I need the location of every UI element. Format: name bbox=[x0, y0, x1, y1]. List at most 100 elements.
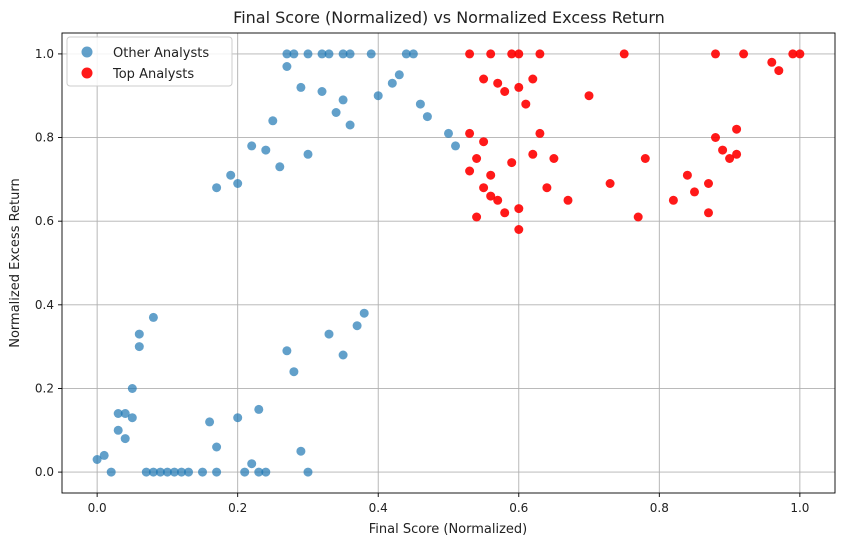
other-analyst-point bbox=[261, 145, 271, 155]
other-analyst-point bbox=[317, 49, 327, 59]
y-axis-label: Normalized Excess Return bbox=[8, 178, 23, 348]
other-analyst-point bbox=[205, 417, 215, 427]
top-analyst-point bbox=[479, 74, 489, 84]
other-analyst-point bbox=[303, 149, 313, 159]
other-analyst-point bbox=[296, 82, 306, 92]
other-analyst-point bbox=[120, 409, 130, 418]
top-analyst-point bbox=[542, 183, 552, 193]
top-analyst-point bbox=[486, 49, 496, 59]
other-analyst-point bbox=[331, 108, 341, 117]
x-tick-label: 0.0 bbox=[88, 501, 107, 515]
other-analyst-point bbox=[99, 450, 109, 460]
other-analyst-point bbox=[282, 346, 292, 356]
top-analyst-point bbox=[584, 91, 594, 101]
y-tick-label: 1.0 bbox=[35, 47, 54, 61]
other-analyst-point bbox=[324, 329, 334, 339]
other-analyst-point bbox=[303, 467, 313, 477]
other-analyst-point bbox=[261, 467, 271, 477]
other-analyst-point bbox=[394, 70, 404, 80]
top-analyst-point bbox=[732, 124, 742, 134]
top-analyst-point bbox=[514, 49, 524, 59]
top-analyst-point bbox=[704, 208, 713, 218]
top-analyst-point bbox=[528, 74, 538, 84]
other-analyst-point bbox=[352, 321, 362, 331]
top-analyst-point bbox=[718, 145, 728, 155]
top-analyst-point bbox=[535, 128, 545, 138]
other-analyst-point bbox=[254, 467, 264, 477]
top-analyst-point bbox=[493, 195, 503, 205]
other-analyst-point bbox=[198, 467, 207, 477]
top-analyst-point bbox=[704, 179, 713, 188]
top-analyst-point bbox=[774, 66, 784, 76]
chart-title: Final Score (Normalized) vs Normalized E… bbox=[233, 8, 665, 27]
other-analyst-point bbox=[324, 49, 334, 59]
other-analyst-point bbox=[240, 467, 250, 477]
top-analyst-point bbox=[486, 170, 496, 180]
top-analyst-point bbox=[465, 49, 475, 59]
other-analyst-point bbox=[296, 446, 306, 456]
x-tick-label: 1.0 bbox=[790, 501, 809, 515]
legend-label-other-analysts: Other Analysts bbox=[113, 46, 209, 61]
other-analyst-point bbox=[148, 467, 158, 477]
y-tick-label: 0.8 bbox=[35, 131, 54, 145]
other-analyst-point bbox=[359, 308, 369, 318]
x-axis-label: Final Score (Normalized) bbox=[369, 522, 528, 537]
x-tick-label: 0.4 bbox=[369, 501, 388, 515]
other-analyst-point bbox=[106, 467, 116, 477]
top-analyst-point bbox=[486, 191, 496, 201]
other-analyst-point bbox=[113, 425, 123, 435]
top-analyst-point bbox=[605, 179, 615, 188]
other-analyst-point bbox=[289, 367, 299, 377]
other-analyst-point bbox=[162, 467, 172, 477]
top-analyst-point bbox=[682, 170, 692, 180]
other-analyst-point bbox=[134, 329, 144, 339]
other-analyst-point bbox=[212, 183, 222, 193]
top-analyst-point bbox=[507, 158, 517, 168]
other-analyst-point bbox=[247, 459, 257, 469]
other-analyst-point bbox=[387, 78, 397, 88]
other-analyst-point bbox=[233, 179, 243, 188]
top-analyst-point bbox=[711, 49, 720, 59]
other-analyst-point bbox=[338, 350, 348, 360]
other-analyst-point bbox=[212, 467, 222, 477]
top-analyst-point bbox=[472, 212, 482, 222]
legend-marker-top-analysts bbox=[81, 67, 93, 79]
series-other-analysts bbox=[92, 49, 460, 477]
other-analyst-point bbox=[415, 99, 425, 109]
other-analyst-point bbox=[177, 467, 186, 477]
other-analyst-point bbox=[120, 434, 130, 444]
plot-frame bbox=[61, 32, 836, 494]
top-analyst-point bbox=[690, 187, 699, 197]
other-analyst-point bbox=[345, 49, 355, 59]
top-analyst-point bbox=[739, 49, 749, 59]
other-analyst-point bbox=[317, 87, 327, 96]
legend: Other Analysts Top Analysts bbox=[66, 36, 233, 87]
top-analyst-point bbox=[619, 49, 629, 59]
other-analyst-point bbox=[268, 116, 278, 126]
other-analyst-point bbox=[155, 467, 165, 477]
y-tick-label: 0.2 bbox=[35, 381, 54, 395]
other-analyst-point bbox=[226, 170, 236, 180]
top-analyst-point bbox=[493, 78, 503, 88]
other-analyst-point bbox=[127, 413, 137, 423]
top-analyst-point bbox=[472, 154, 482, 163]
top-analyst-point bbox=[563, 195, 573, 205]
other-analyst-point bbox=[289, 49, 299, 59]
other-analyst-point bbox=[338, 95, 348, 105]
top-analyst-point bbox=[514, 204, 524, 214]
series-top-analysts bbox=[465, 49, 805, 234]
other-analyst-point bbox=[451, 141, 460, 151]
top-analyst-point bbox=[633, 212, 643, 222]
top-analyst-point bbox=[479, 137, 489, 147]
other-analyst-point bbox=[254, 404, 264, 414]
other-analyst-point bbox=[169, 467, 179, 477]
top-analyst-point bbox=[521, 99, 531, 109]
top-analyst-point bbox=[767, 57, 777, 67]
other-analyst-point bbox=[141, 467, 151, 477]
top-analyst-point bbox=[500, 208, 510, 218]
other-analyst-point bbox=[184, 467, 193, 477]
top-analyst-point bbox=[549, 154, 559, 163]
other-analyst-point bbox=[401, 49, 411, 59]
